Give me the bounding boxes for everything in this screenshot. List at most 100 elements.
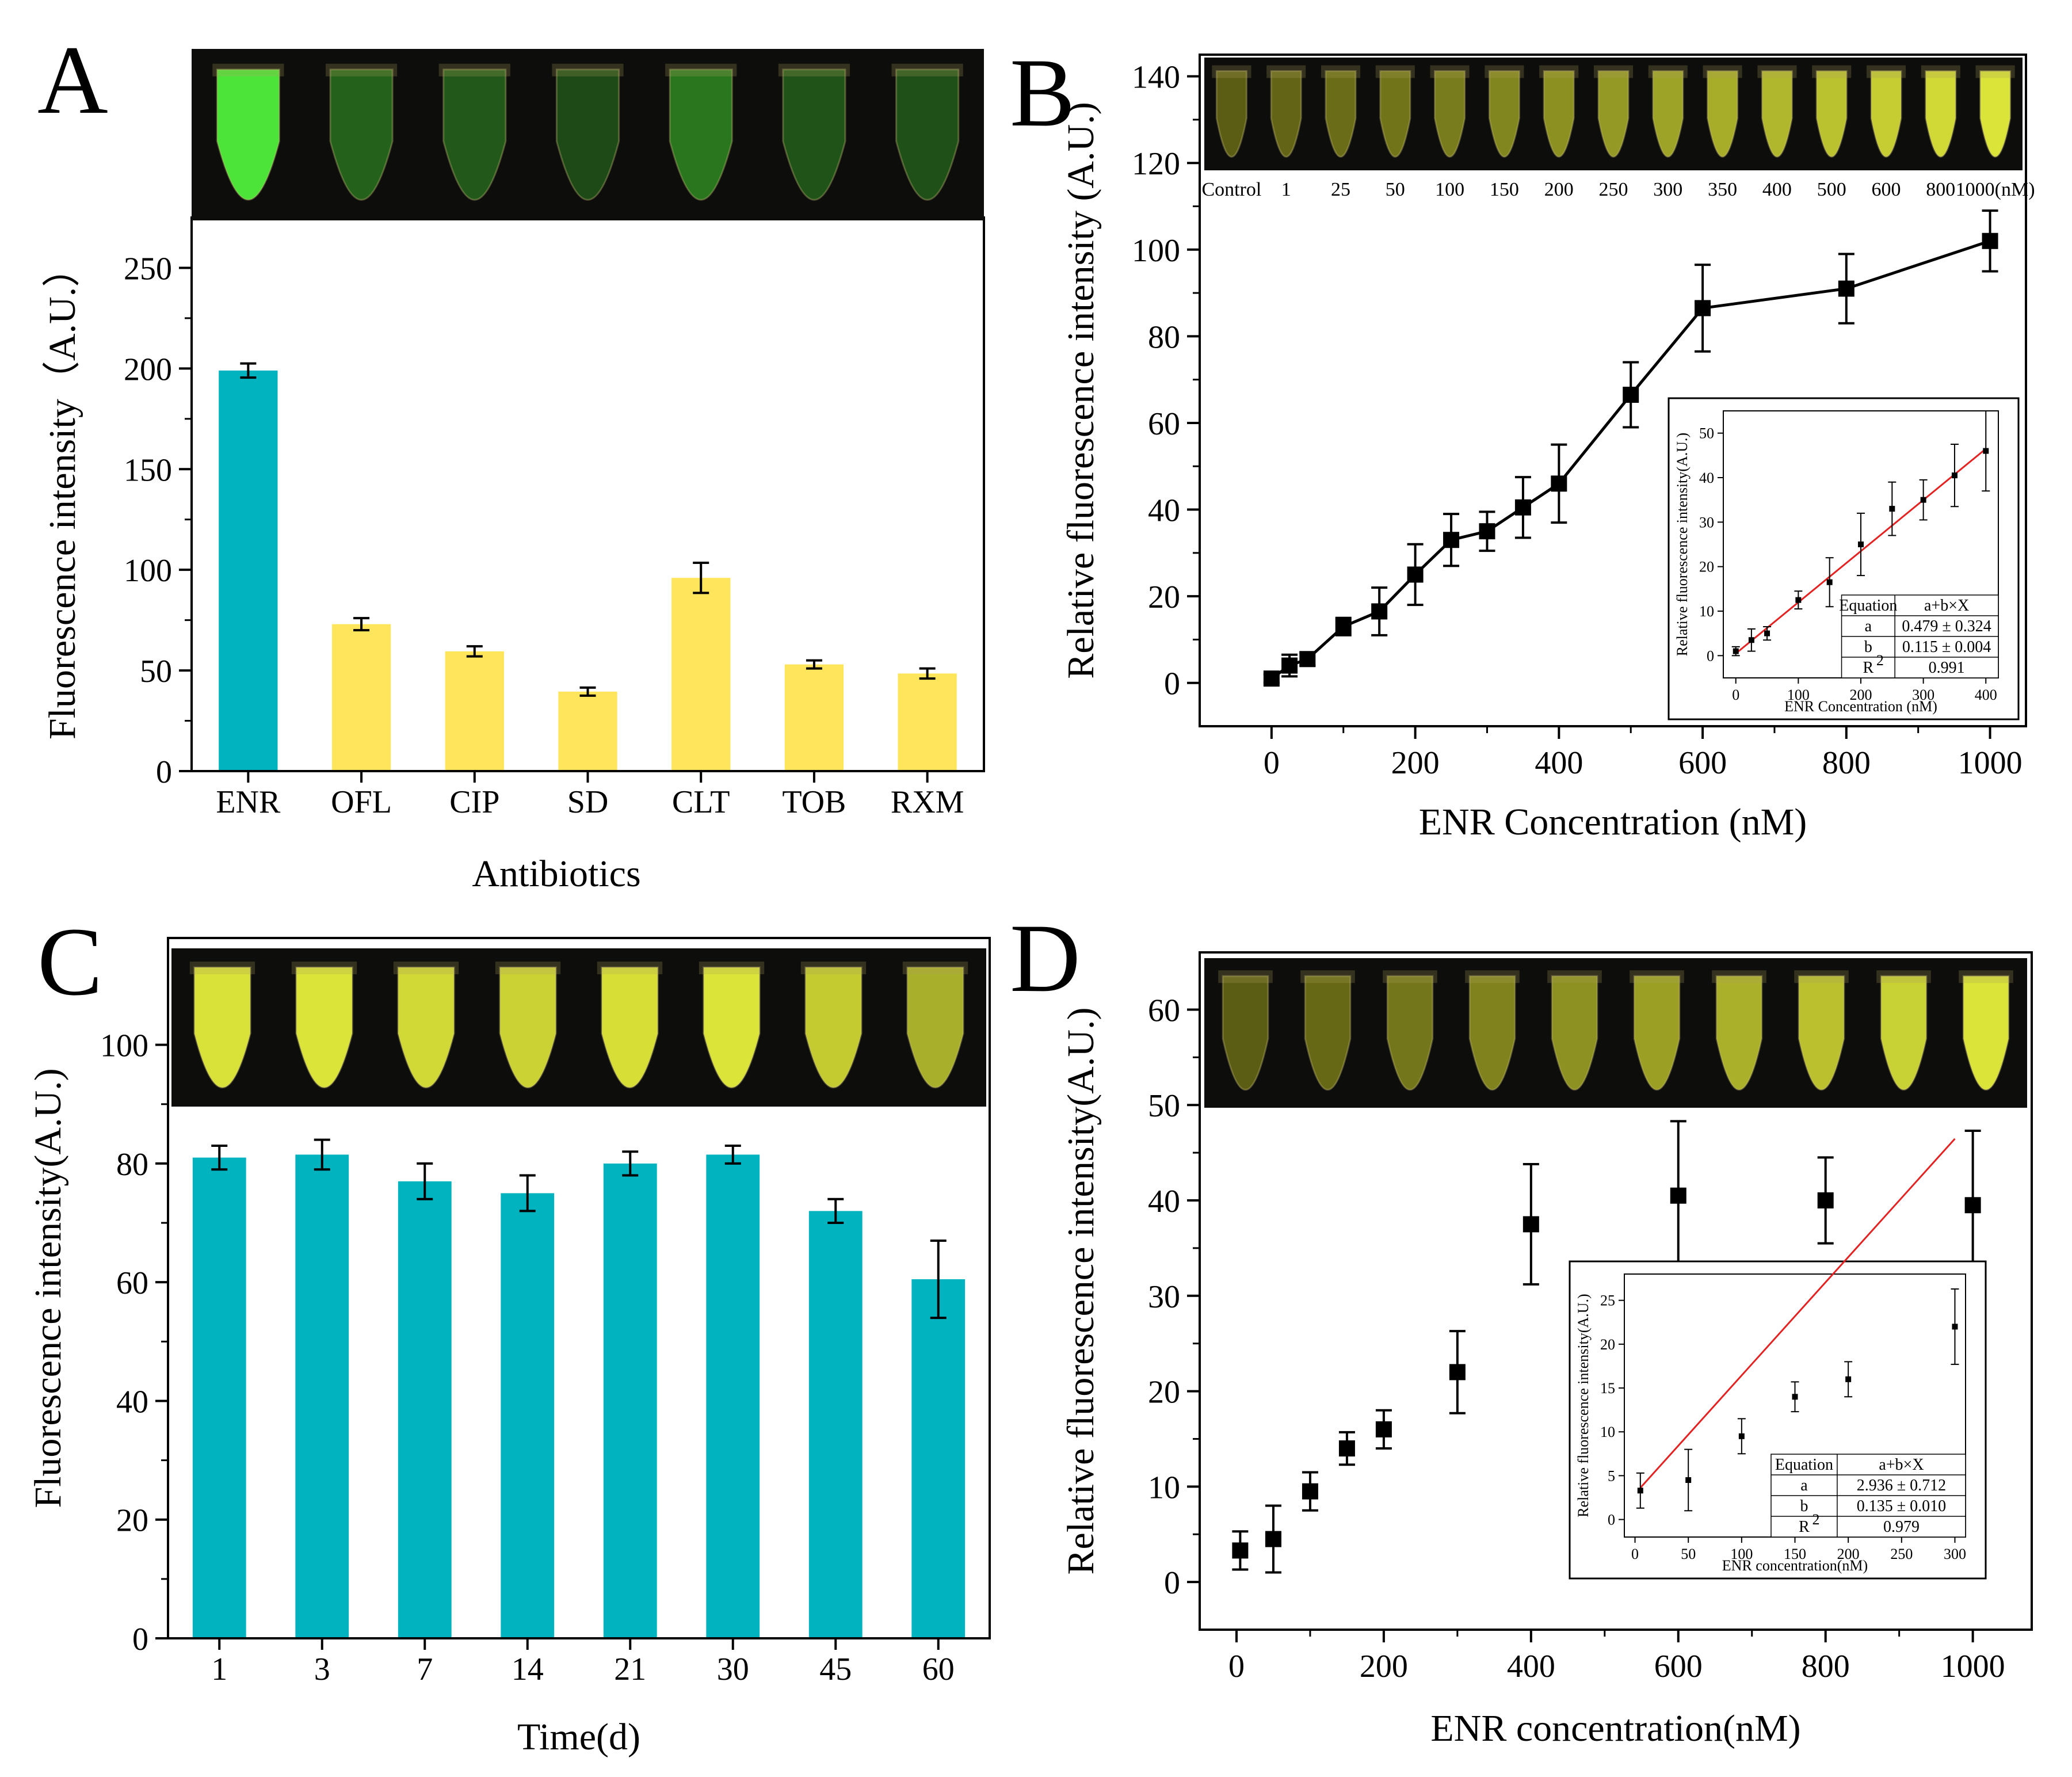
- tube: [329, 68, 394, 201]
- tube-cap: [902, 962, 968, 974]
- fit-line: [1639, 1138, 1956, 1489]
- photo-concentration-label: 100: [1435, 179, 1464, 200]
- inset-x-tick-label: 0: [1732, 687, 1739, 703]
- table-key-superscript: 2: [1812, 1511, 1819, 1528]
- x-tick-label: 200: [1391, 745, 1440, 781]
- inset-y-tick-label: 10: [1600, 1424, 1615, 1440]
- inset-data-point: [1845, 1376, 1852, 1382]
- inset-x-tick-label: 0: [1631, 1546, 1639, 1562]
- tube: [555, 68, 620, 201]
- photo-concentration-label: 200: [1544, 179, 1574, 200]
- tube-cap: [1430, 65, 1470, 78]
- inset-data-point: [1826, 579, 1833, 585]
- panel-d-points: [1232, 1120, 1981, 1574]
- y-tick-label: 60: [1148, 993, 1180, 1028]
- bar: [671, 578, 731, 770]
- inset-data-point: [1952, 1324, 1958, 1330]
- inset-x-axis-title: ENR concentration(nM): [1722, 1557, 1868, 1574]
- plot-frame: [1199, 951, 2033, 1631]
- inset-x-tick-label: 300: [1912, 687, 1934, 703]
- table-value-cell: 0.479 ± 0.324: [1902, 617, 1991, 635]
- tube-cap: [1630, 970, 1684, 983]
- inset-data-point: [1858, 542, 1864, 547]
- x-category-label: 14: [512, 1652, 544, 1687]
- inset-y-tick-label: 30: [1699, 514, 1714, 531]
- data-point: [1551, 475, 1567, 492]
- tube: [1761, 70, 1793, 158]
- photo-concentration-label: 800: [1926, 179, 1955, 200]
- photo-concentration-label: 1: [1281, 179, 1291, 200]
- data-point: [1964, 1197, 1981, 1214]
- plot-frame: [167, 937, 991, 1639]
- table-key-cell: R: [1863, 659, 1874, 677]
- inset-y-tick-label: 15: [1600, 1380, 1615, 1397]
- bar: [603, 1163, 657, 1637]
- data-point: [1449, 1364, 1466, 1381]
- x-tick-label: 400: [1535, 745, 1583, 781]
- tube: [782, 68, 846, 201]
- tube: [1652, 70, 1684, 158]
- panel-c-bars: 1 3 7 14 21 30 45 60: [192, 1138, 966, 1687]
- tube: [906, 966, 964, 1089]
- plot-frame: [1199, 54, 2027, 727]
- table-header-cell: Equation: [1839, 597, 1897, 615]
- photo-concentration-label: Control: [1201, 179, 1261, 200]
- panel-d-tube-photo: [1204, 958, 2027, 1108]
- x-tick-label: 0: [1264, 745, 1280, 781]
- panel-letter: A: [37, 26, 108, 134]
- tube: [216, 68, 280, 201]
- inset-x-tick-label: 100: [1787, 687, 1810, 703]
- x-category-label: ENR: [216, 784, 281, 820]
- y-tick-label: 80: [116, 1147, 148, 1183]
- y-tick-label: 20: [1148, 1375, 1180, 1410]
- tube-cap: [1593, 65, 1634, 78]
- data-point: [1522, 1216, 1539, 1233]
- inset-x-tick-label: 150: [1784, 1546, 1806, 1562]
- inset-y-tick-label: 5: [1608, 1467, 1615, 1484]
- data-point: [1817, 1192, 1834, 1209]
- table-key-cell: a: [1865, 617, 1872, 635]
- data-point: [1514, 499, 1531, 516]
- x-tick-label: 200: [1360, 1649, 1408, 1684]
- table-key-cell: a: [1800, 1477, 1808, 1494]
- inset-data-point: [1637, 1488, 1643, 1494]
- tube-cap: [1321, 65, 1361, 78]
- x-category-label: 60: [922, 1652, 955, 1687]
- y-tick-label: 0: [1164, 666, 1180, 702]
- panel-letter: B: [1010, 39, 1075, 147]
- tube-cap: [291, 962, 357, 974]
- x-category-label: 7: [417, 1652, 433, 1687]
- data-point: [1982, 232, 1998, 249]
- tube: [1798, 975, 1845, 1091]
- x-category-label: TOB: [782, 784, 846, 820]
- tube-cap: [438, 63, 510, 77]
- photo-concentration-label: 25: [1331, 179, 1350, 200]
- data-point: [1407, 566, 1424, 583]
- tube: [804, 966, 863, 1089]
- tube-cap: [1539, 65, 1579, 78]
- table-value-cell: 2.936 ± 0.712: [1857, 1477, 1946, 1494]
- tube-cap: [1959, 970, 2013, 983]
- tube: [295, 966, 353, 1089]
- inset-y-tick-label: 20: [1699, 559, 1714, 575]
- photo-concentration-label: 350: [1708, 179, 1737, 200]
- tube: [1386, 975, 1434, 1091]
- photo-concentration-label: 150: [1490, 179, 1519, 200]
- inset-plot: 0 10 20 30 40 50 0 100 200 300 400 ENR Concentratio…: [1667, 397, 2020, 720]
- inset-y-tick-label: 20: [1600, 1336, 1615, 1353]
- tube: [397, 966, 455, 1089]
- x-axis-title: Antibiotics: [472, 853, 640, 895]
- y-tick-label: 150: [124, 452, 172, 488]
- bar: [898, 673, 957, 770]
- x-category-label: CLT: [672, 784, 730, 820]
- x-category-label: 30: [717, 1652, 749, 1687]
- y-tick-label: 120: [1132, 146, 1180, 182]
- tube-cap: [495, 962, 561, 974]
- data-point: [1479, 523, 1495, 540]
- inset-x-tick-label: 300: [1944, 1546, 1966, 1562]
- data-point: [1695, 300, 1711, 316]
- tube-cap: [552, 63, 624, 77]
